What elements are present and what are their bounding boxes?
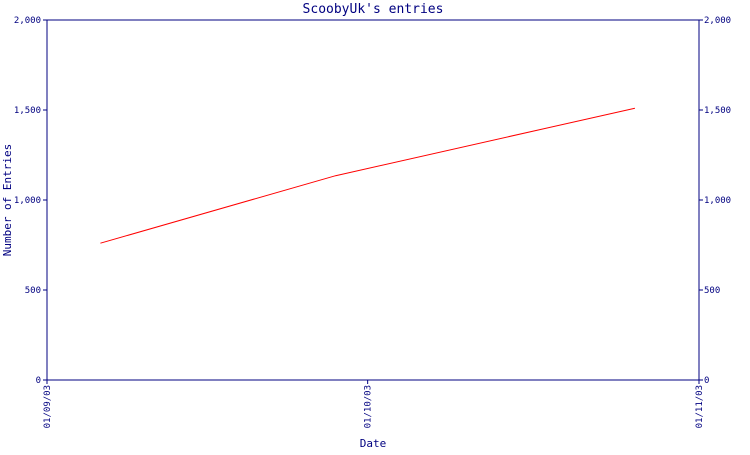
x-axis: 01/09/03 01/10/03 01/11/03 [43,380,705,428]
y-tick-label-right: 500 [704,286,720,296]
y-tick-label-right: 0 [704,376,709,386]
y-tick-label-left: 1,000 [14,196,41,206]
y-tick-label-right: 1,000 [704,196,731,206]
y-tick-label-right: 2,000 [704,16,731,26]
y-tick-label-left: 0 [36,376,41,386]
series-line [100,107,636,244]
x-axis-label: Date [360,437,387,450]
series-layer [100,107,636,244]
x-tick-label: 01/09/03 [43,385,53,428]
y-tick-label-left: 500 [25,286,41,296]
y-axis-label: Number of Entries [1,144,14,257]
x-tick-label: 01/10/03 [364,385,374,428]
y-tick-label-right: 1,500 [704,106,731,116]
y-tick-label-left: 2,000 [14,16,41,26]
x-tick-label: 01/11/03 [695,385,705,428]
plot-frame [46,19,700,381]
y-axis-right: 0 500 1,000 1,500 2,000 [699,16,731,386]
y-axis-left: 0 500 1,000 1,500 2,000 [14,16,47,386]
chart-title: ScoobyUk's entries [303,2,444,17]
y-tick-label-left: 1,500 [14,106,41,116]
